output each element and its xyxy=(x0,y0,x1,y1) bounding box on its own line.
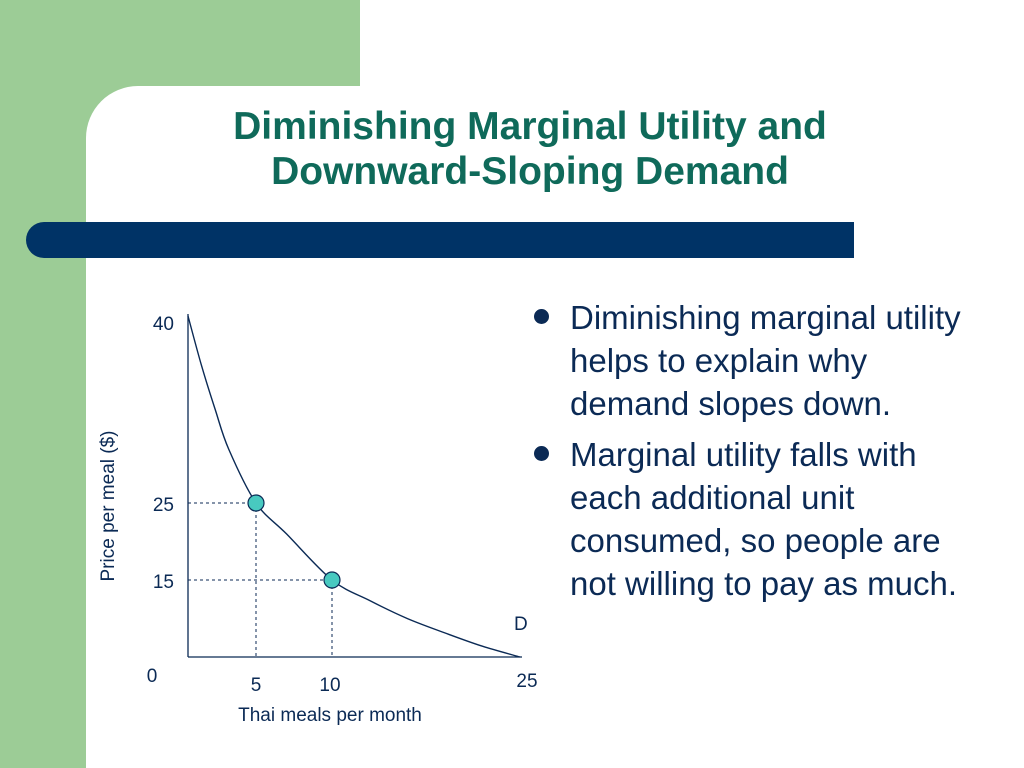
x-tick-label: 10 xyxy=(319,675,340,696)
y-tick-label: 25 xyxy=(153,495,174,516)
data-point xyxy=(323,571,341,589)
x-tick-label: 25 xyxy=(516,671,537,692)
demand-curve xyxy=(187,315,521,658)
y-axis-title: Price per meal ($) xyxy=(98,431,119,582)
title-line-1: Diminishing Marginal Utility and xyxy=(233,105,827,148)
x-tick-label: 0 xyxy=(147,666,158,687)
y-tick-label: 40 xyxy=(153,314,174,335)
bullet-text: Marginal utility falls with each additio… xyxy=(570,436,958,602)
bullet-list: Diminishing marginal utility helps to ex… xyxy=(532,296,972,613)
y-tick-label: 15 xyxy=(153,572,174,593)
content-card xyxy=(86,86,1024,768)
bullet-text: Diminishing marginal utility helps to ex… xyxy=(570,299,961,422)
bullet-item: Marginal utility falls with each additio… xyxy=(532,433,972,605)
title-underline-bar xyxy=(26,222,854,258)
bullet-dot-icon xyxy=(534,446,549,461)
data-point xyxy=(247,494,265,512)
bullet-item: Diminishing marginal utility helps to ex… xyxy=(532,296,972,425)
x-axis-title: Thai meals per month xyxy=(238,705,422,726)
title-line-2: Downward-Sloping Demand xyxy=(271,150,789,193)
series-label-d: D xyxy=(514,614,528,635)
slide-title: Diminishing Marginal Utility and Downwar… xyxy=(120,104,940,194)
bullet-dot-icon xyxy=(534,309,549,324)
x-tick-label: 5 xyxy=(251,675,262,696)
